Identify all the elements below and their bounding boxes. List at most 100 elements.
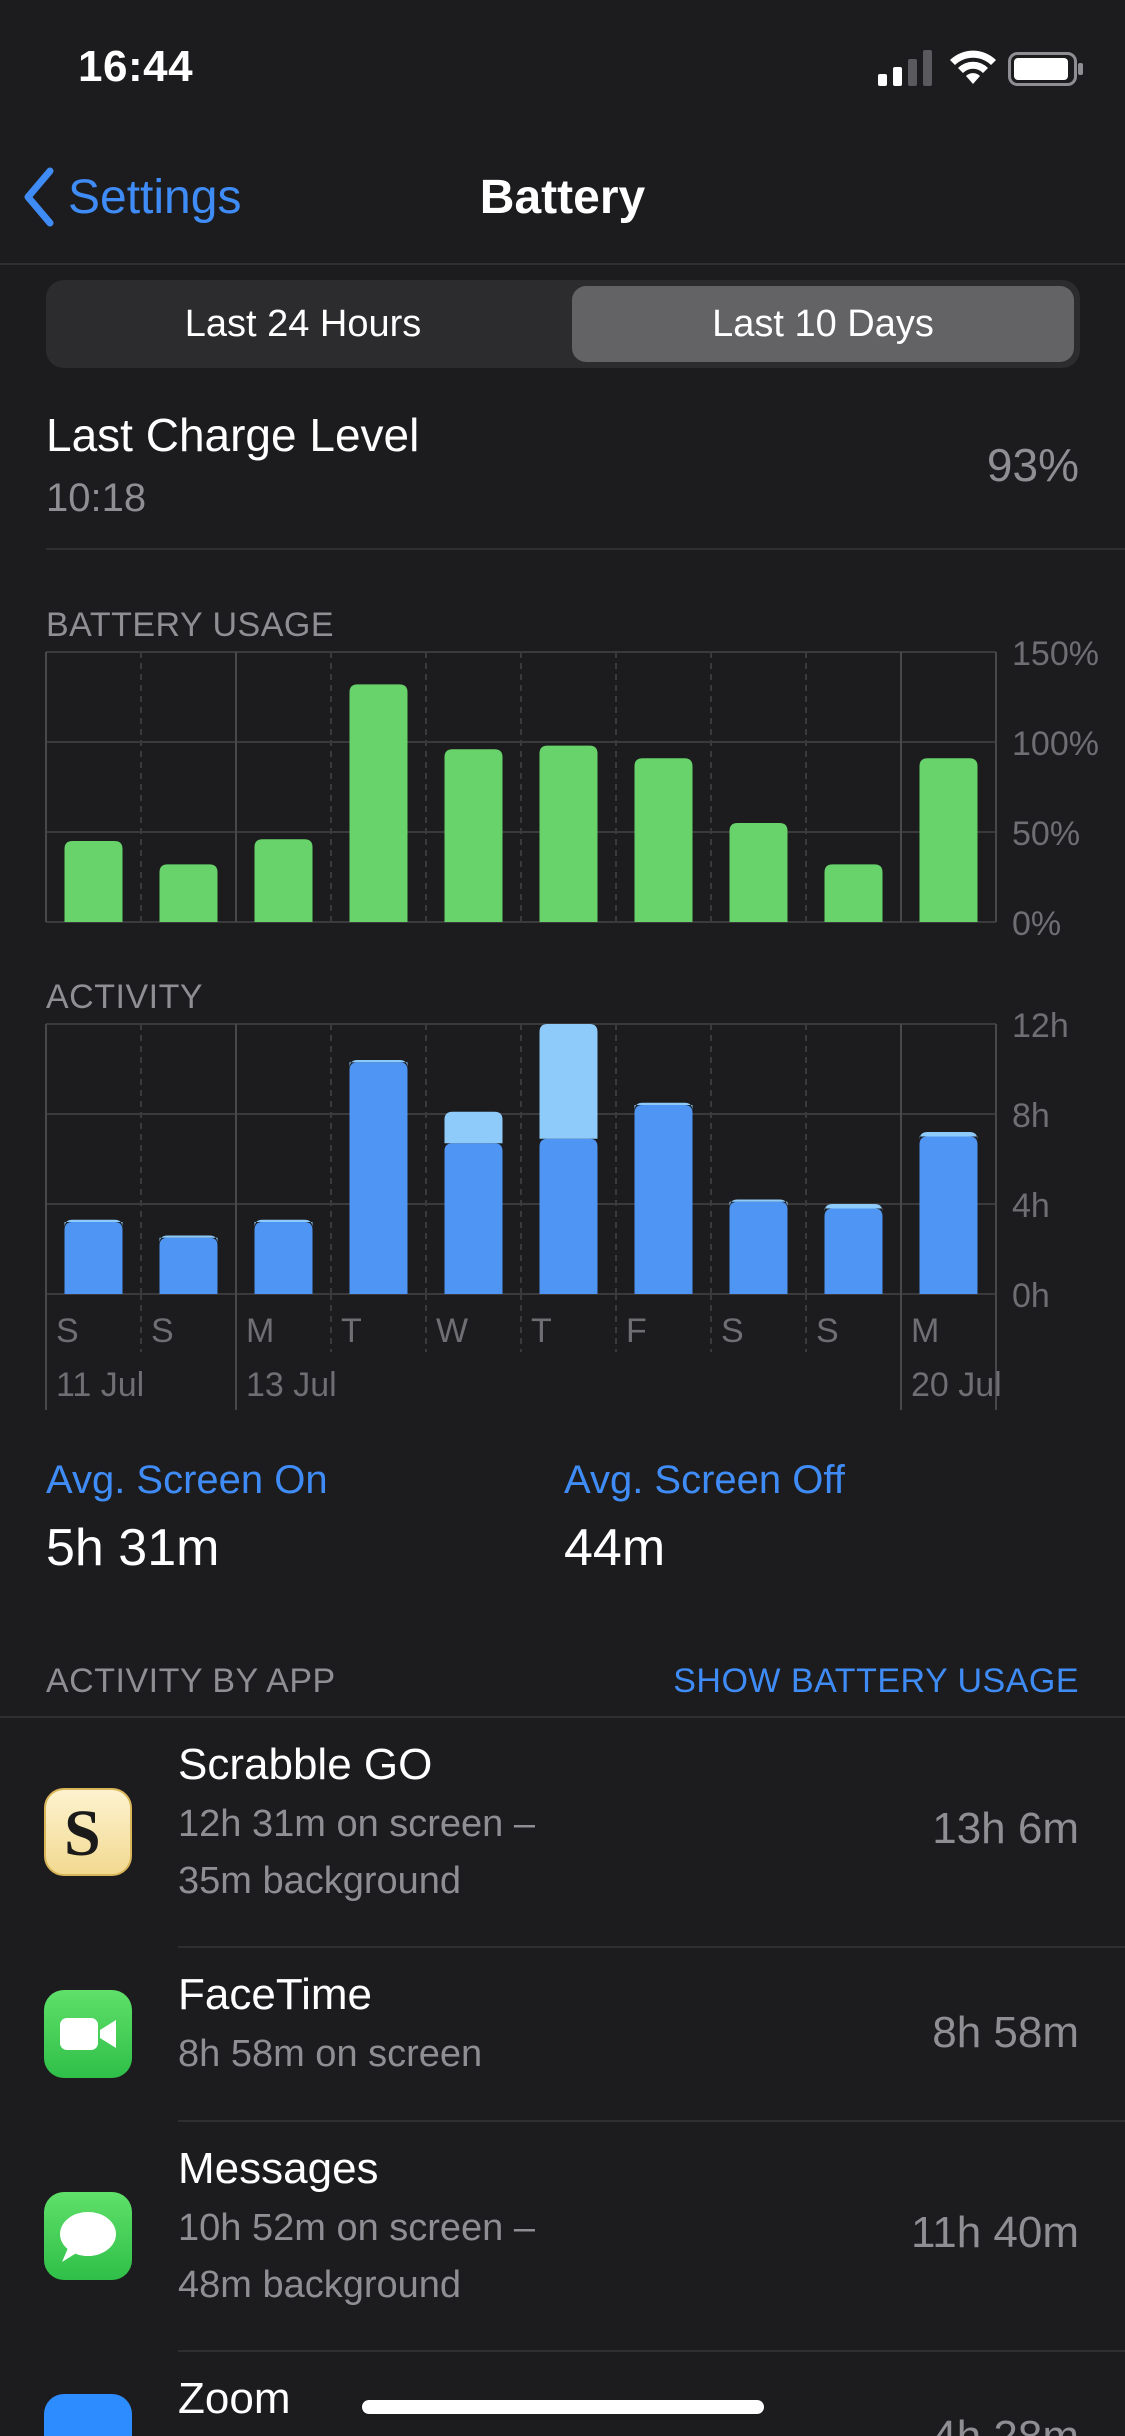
usage-bar [64, 841, 123, 922]
app-time: 8h 58m [932, 2008, 1079, 2057]
x-tick-label: W [436, 1312, 468, 1350]
last-charge-time: 10:18 [46, 476, 147, 520]
screen-off-bar [634, 1102, 693, 1111]
usage-bar [634, 758, 693, 922]
divider [178, 2120, 1125, 2122]
screen-off-bar [254, 1219, 313, 1228]
x-tick-label: S [151, 1312, 174, 1350]
nav-divider [0, 263, 1125, 265]
usage-bar [349, 684, 408, 922]
back-button[interactable]: Settings [22, 162, 241, 232]
video-camera-icon [60, 2018, 116, 2050]
screen-on-bar [634, 1105, 693, 1294]
divider [46, 548, 1125, 550]
segment-last-24-hours[interactable]: Last 24 Hours [184, 303, 422, 345]
messages-icon [44, 2192, 132, 2280]
zoom-icon [44, 2394, 132, 2436]
y-tick-label: 100% [1012, 725, 1099, 763]
scrabble-icon-letter: S [64, 1797, 101, 1870]
y-tick-label: 4h [1012, 1187, 1050, 1225]
facetime-icon [44, 1990, 132, 2078]
last-charge-value: 93% [986, 439, 1079, 491]
app-row-scrabble-go[interactable]: S Scrabble GO 12h 31m on screen – 35m ba… [0, 1718, 1125, 1946]
usage-bar [729, 823, 788, 922]
screen-off-bar [159, 1235, 218, 1244]
screen-on-bar [254, 1222, 313, 1294]
avg-screen-on-label: Avg. Screen On [46, 1458, 328, 1502]
divider [0, 1716, 1125, 1718]
x-tick-label: S [816, 1312, 839, 1350]
screen-off-bar [729, 1199, 788, 1208]
divider [178, 1946, 1125, 1948]
app-name: Scrabble GO [178, 1740, 433, 1789]
screen-off-bar [64, 1219, 123, 1228]
x-tick-label: M [246, 1312, 274, 1350]
y-tick-label: 0% [1012, 905, 1061, 940]
screen-off-bar [349, 1060, 408, 1068]
app-row-facetime[interactable]: FaceTime 8h 58m on screen 8h 58m [0, 1948, 1125, 2120]
usage-bar [824, 864, 883, 922]
x-tick-label: T [341, 1312, 362, 1350]
screen-on-bar [824, 1208, 883, 1294]
chevron-left-icon [24, 167, 54, 227]
app-name: Zoom [178, 2374, 291, 2423]
app-detail: 12h 31m on screen – 35m background [178, 1803, 536, 1902]
date-label: 11 Jul [56, 1366, 144, 1404]
activity-header: ACTIVITY [46, 978, 204, 1016]
battery-icon [1008, 52, 1083, 86]
home-indicator[interactable] [362, 2400, 764, 2414]
screen-off-bar [824, 1204, 883, 1212]
screen-off-bar [919, 1132, 978, 1140]
activity-by-app-header: ACTIVITY BY APP [46, 1662, 336, 1700]
x-tick-label: S [721, 1312, 744, 1350]
last-charge-title: Last Charge Level [46, 409, 420, 461]
screen-on-bar [159, 1237, 218, 1294]
app-detail: 8h 58m on screen [178, 2033, 483, 2075]
cellular-signal-icon [878, 50, 932, 86]
screen-off-bar [539, 1024, 598, 1139]
avg-screen-on-value: 5h 31m [46, 1519, 220, 1577]
app-name: Messages [178, 2144, 379, 2193]
avg-screen-off-label: Avg. Screen Off [564, 1458, 845, 1502]
app-row-messages[interactable]: Messages 10h 52m on screen – 48m backgro… [0, 2122, 1125, 2350]
usage-bar [254, 839, 313, 922]
app-time: 13h 6m [932, 1804, 1079, 1853]
screen-on-bar [539, 1138, 598, 1294]
app-detail: 10h 52m on screen – 48m background [178, 2207, 536, 2306]
back-label: Settings [68, 170, 242, 224]
y-tick-label: 150% [1012, 640, 1099, 673]
x-tick-label: M [911, 1312, 939, 1350]
wifi-icon [950, 50, 996, 84]
segment-last-10-days[interactable]: Last 10 Days [572, 286, 1074, 362]
battery-usage-chart: 150% 100% 50% 0% [45, 640, 1099, 940]
screen-on-bar [64, 1222, 123, 1294]
activity-chart: 12h 8h 4h 0h S S M T W T F S S M 11 Jul 13 Jul 20 Jul [45, 1012, 1069, 1410]
x-tick-label: T [531, 1312, 552, 1350]
status-time: 16:44 [78, 42, 194, 91]
page-title: Battery [479, 171, 646, 224]
app-name: FaceTime [178, 1970, 372, 2019]
x-tick-label: F [626, 1312, 647, 1350]
screen-off-bar [444, 1111, 503, 1144]
usage-bar [159, 864, 218, 922]
show-battery-usage-link[interactable]: SHOW BATTERY USAGE [673, 1662, 1079, 1700]
x-tick-label: S [56, 1312, 79, 1350]
usage-bar [444, 749, 503, 922]
app-time: 4h 28m [932, 2412, 1079, 2436]
y-tick-label: 0h [1012, 1277, 1050, 1315]
app-row-zoom[interactable]: Zoom 4h 28m [0, 2352, 1125, 2436]
usage-bar [919, 758, 978, 922]
y-tick-label: 50% [1012, 815, 1080, 853]
battery-usage-header: BATTERY USAGE [46, 606, 335, 644]
screen-on-bar [349, 1062, 408, 1294]
usage-bar [539, 745, 598, 922]
y-tick-label: 8h [1012, 1097, 1050, 1135]
y-tick-label: 12h [1012, 1012, 1069, 1045]
screen-on-bar [919, 1136, 978, 1294]
avg-screen-off-value: 44m [564, 1519, 666, 1577]
screen-on-bar [444, 1143, 503, 1294]
time-range-segmented-control: Last 24 Hours Last 10 Days [46, 280, 1080, 368]
screen-on-bar [729, 1201, 788, 1294]
divider [178, 2350, 1125, 2352]
app-time: 11h 40m [911, 2208, 1079, 2257]
